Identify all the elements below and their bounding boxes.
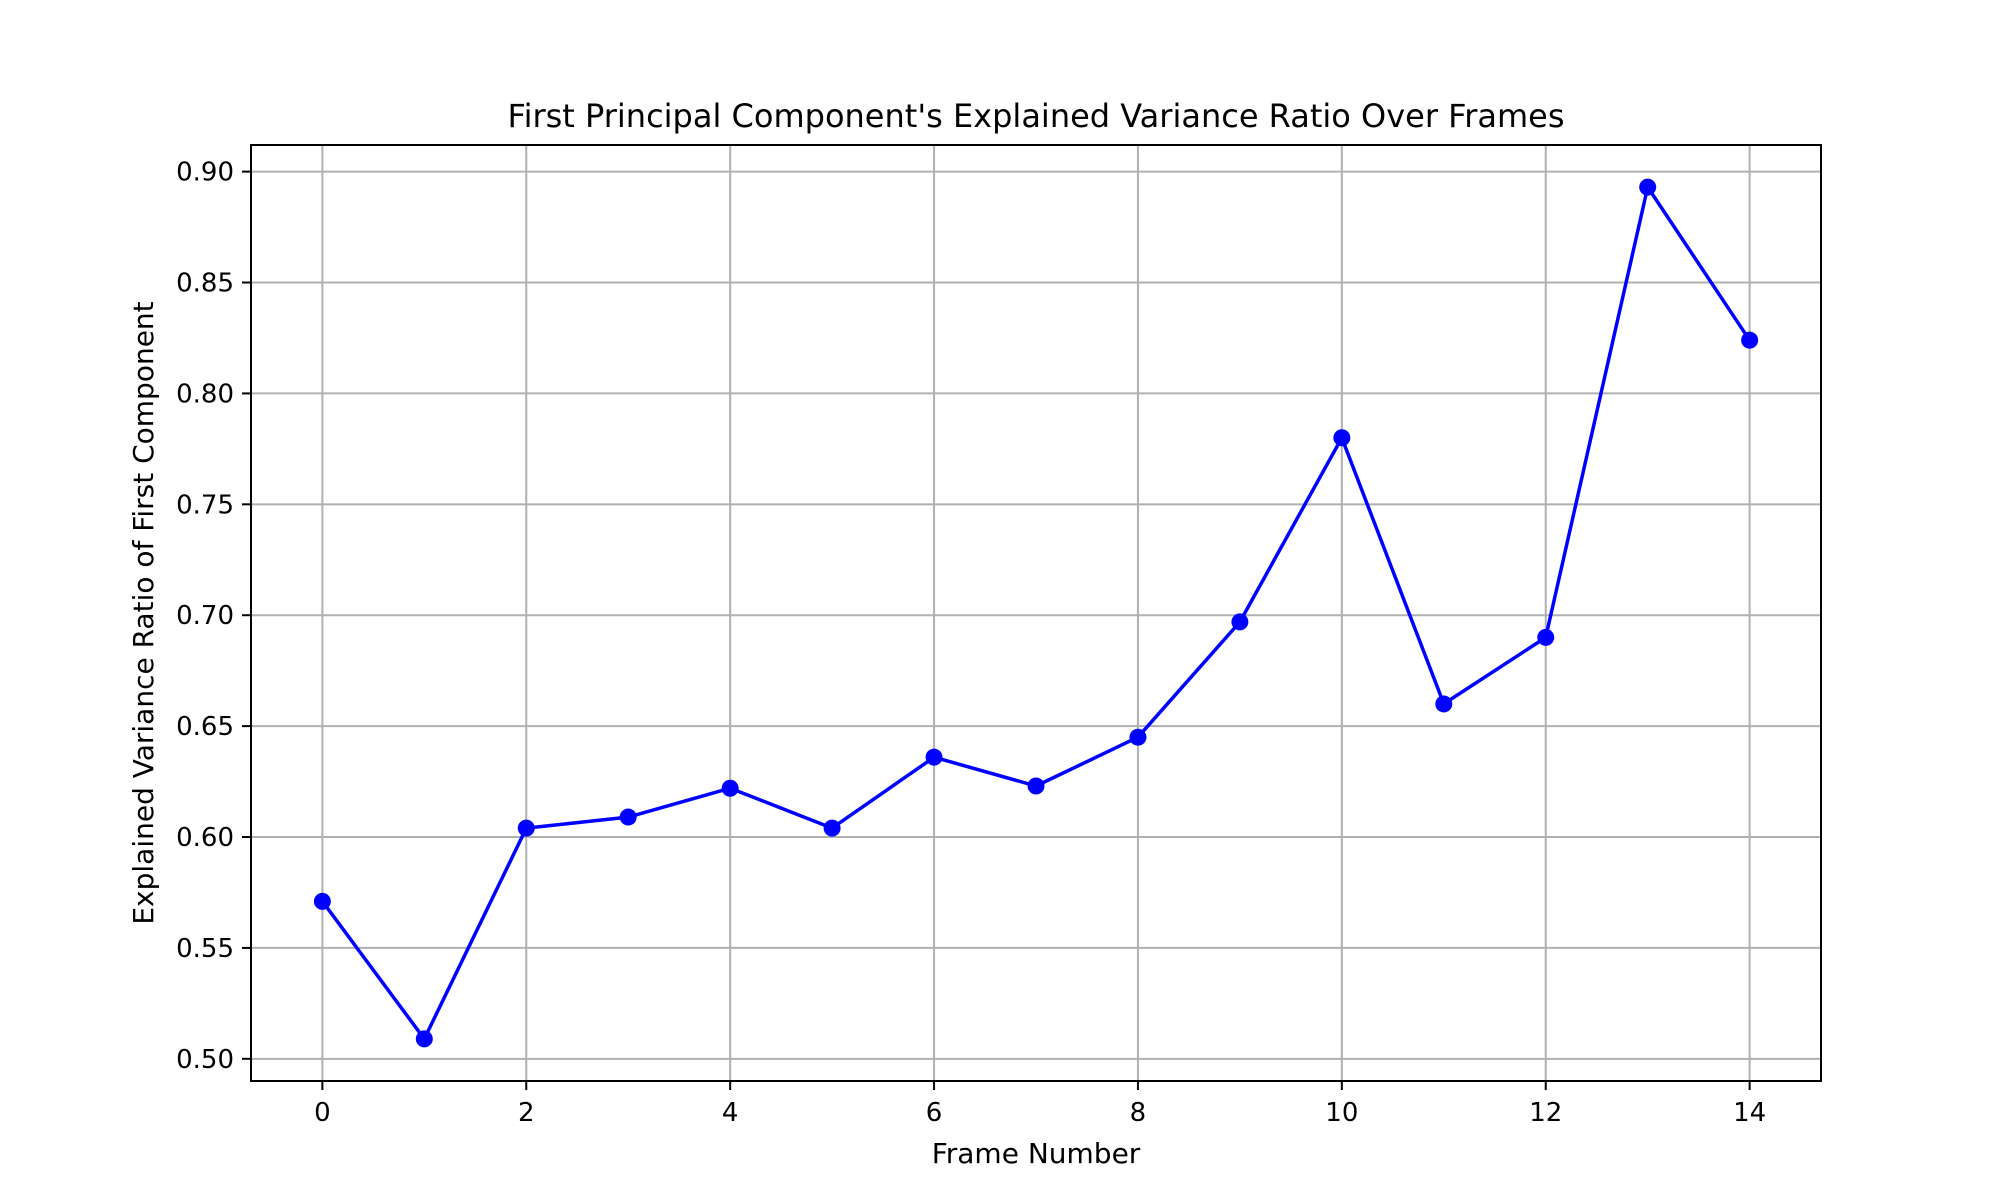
data-point [1027, 777, 1045, 795]
data-point [313, 892, 331, 910]
y-axis-label: Explained Variance Ratio of First Compon… [127, 301, 160, 924]
data-point [1231, 613, 1249, 631]
x-tick-label: 14 [1733, 1098, 1766, 1128]
x-tick-label: 6 [926, 1098, 943, 1128]
data-point [1129, 728, 1147, 746]
y-tick-label: 0.65 [176, 712, 234, 742]
grid-lines [251, 145, 1821, 1081]
data-point [517, 819, 535, 837]
y-tick-label: 0.90 [176, 158, 234, 188]
data-point [925, 748, 943, 766]
data-point [1741, 331, 1759, 349]
y-tick-label: 0.75 [176, 490, 234, 520]
x-tick-label: 2 [518, 1098, 535, 1128]
data-point [415, 1030, 433, 1048]
x-tick-label: 4 [722, 1098, 739, 1128]
data-point [721, 779, 739, 797]
y-tick-label: 0.70 [176, 601, 234, 631]
y-tick-label: 0.85 [176, 269, 234, 299]
data-point [823, 819, 841, 837]
data-point [1537, 628, 1555, 646]
chart-title: First Principal Component's Explained Va… [507, 97, 1564, 135]
y-tick-label: 0.80 [176, 379, 234, 409]
axis-ticks: 0 2 4 6 8 10 12 14 0.50 0.55 0.60 0.65 0.70 0.75 0.80 0… [176, 158, 1766, 1128]
y-tick-label: 0.60 [176, 823, 234, 853]
x-tick-label: 10 [1325, 1098, 1358, 1128]
data-point [619, 808, 637, 826]
x-tick-label: 0 [314, 1098, 331, 1128]
x-tick-label: 8 [1130, 1098, 1147, 1128]
data-point [1639, 178, 1657, 196]
series-line [320, 185, 1752, 1041]
data-point [1435, 695, 1453, 713]
data-point [1333, 429, 1351, 447]
x-axis-label: Frame Number [932, 1137, 1141, 1170]
y-tick-label: 0.55 [176, 934, 234, 964]
plot-frame [250, 144, 1822, 1082]
x-tick-label: 12 [1529, 1098, 1562, 1128]
y-tick-label: 0.50 [176, 1045, 234, 1075]
data-series [313, 178, 1759, 1048]
